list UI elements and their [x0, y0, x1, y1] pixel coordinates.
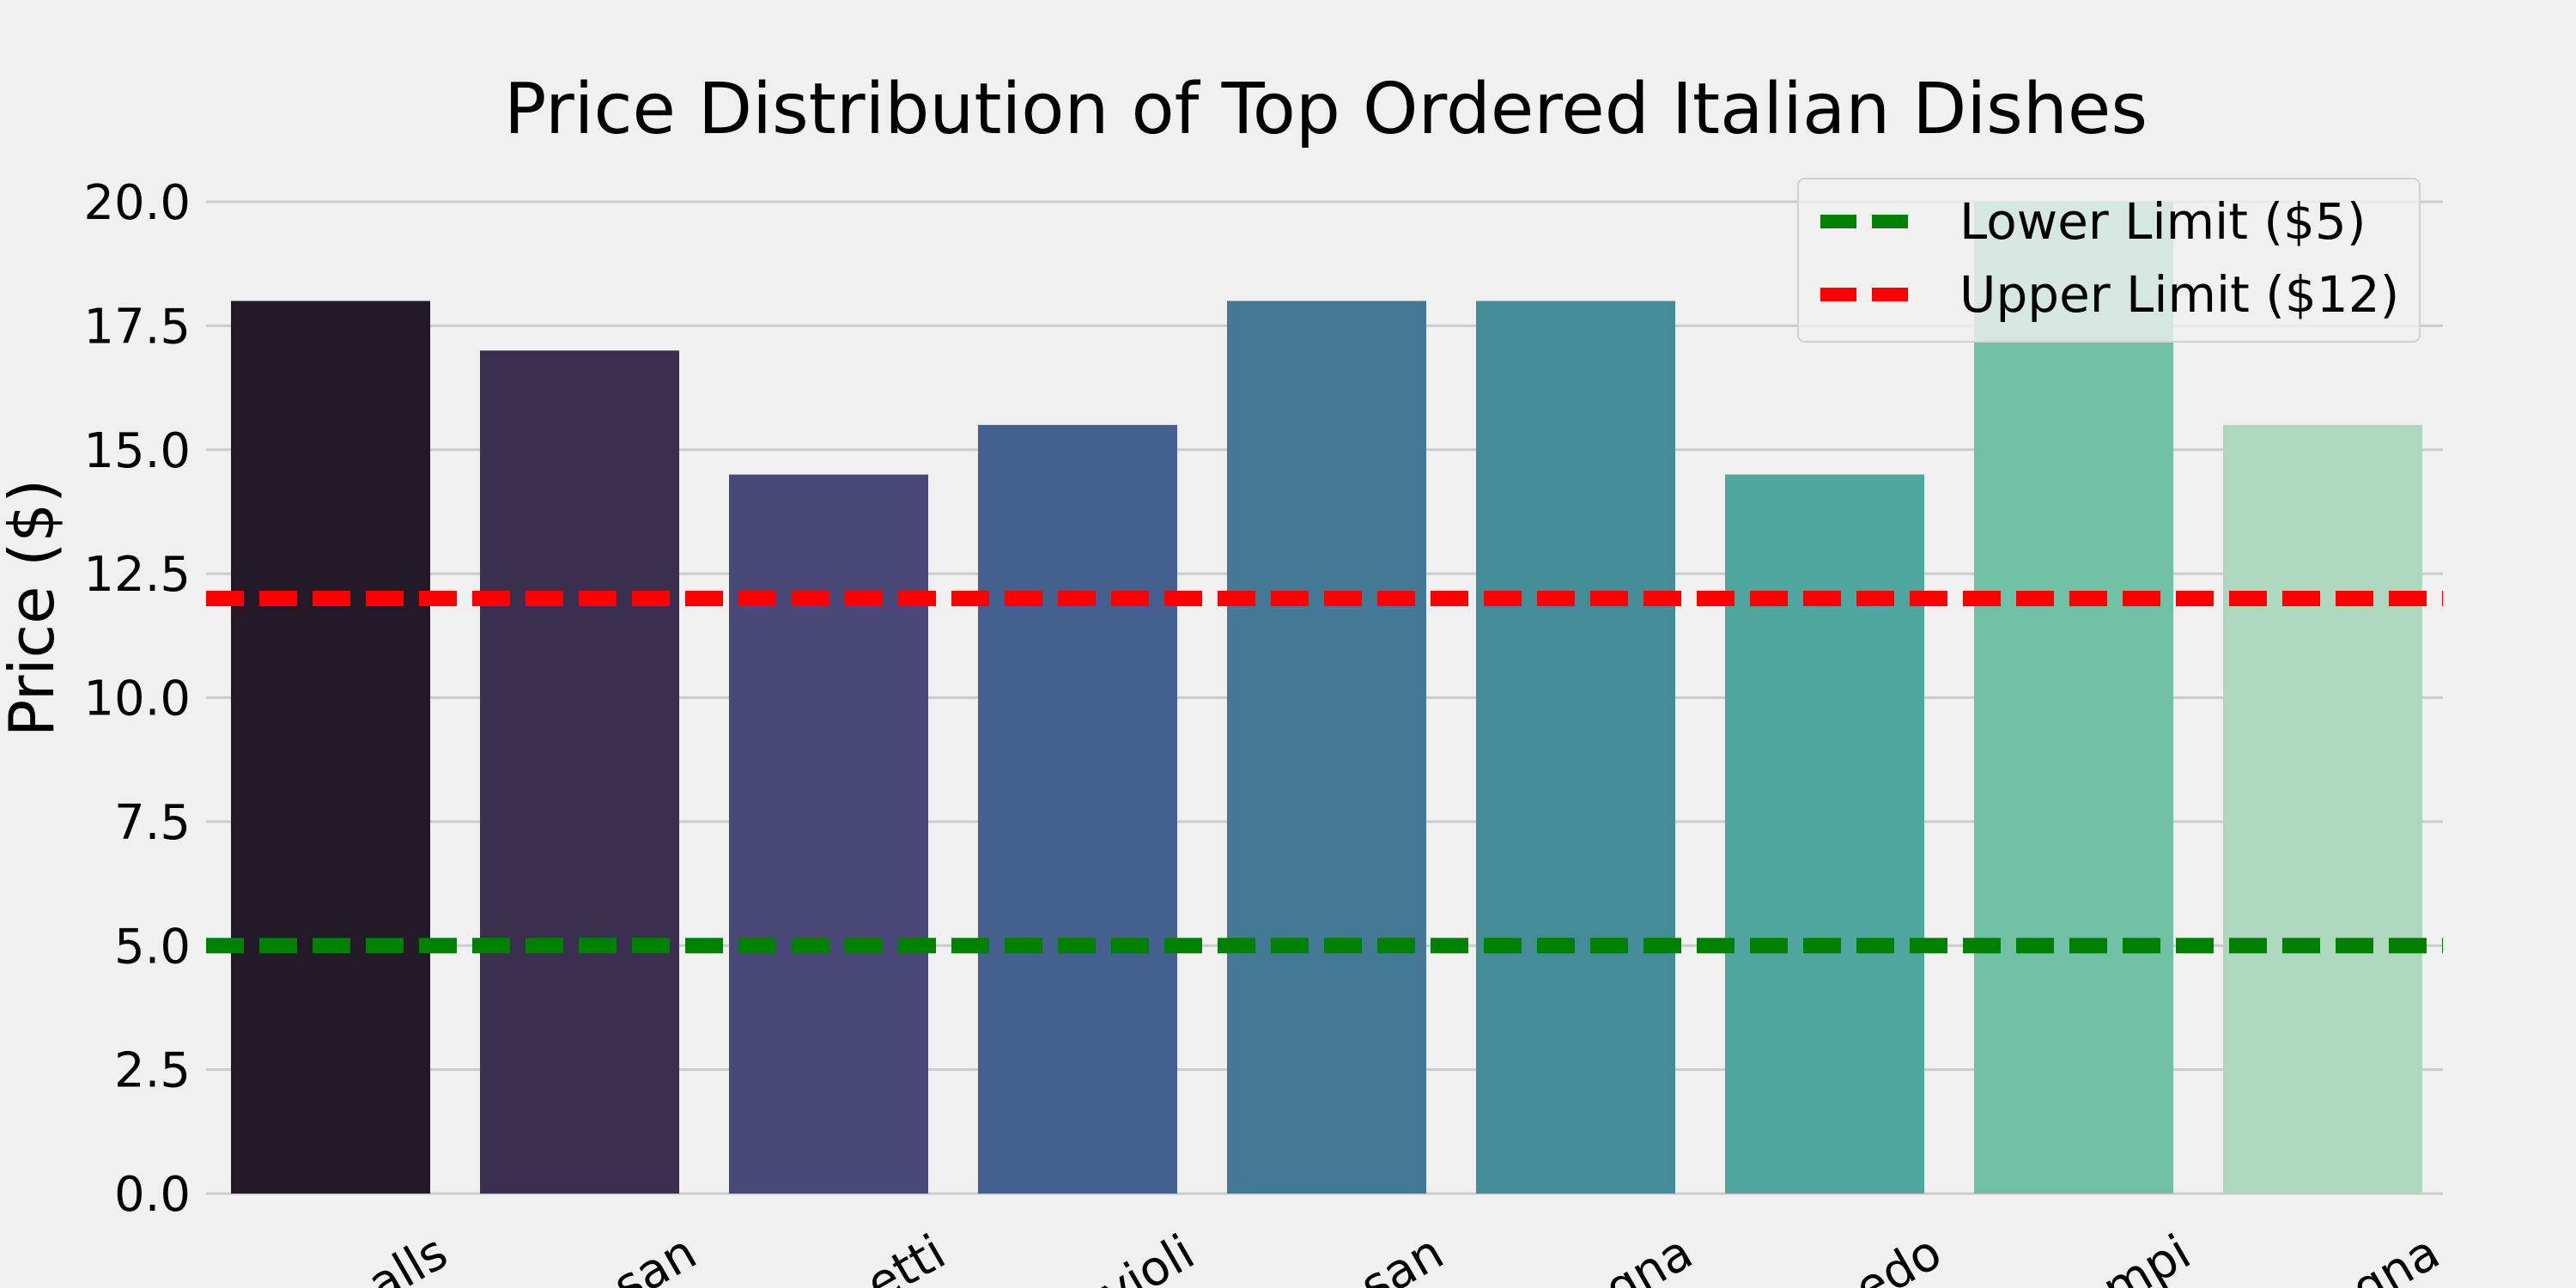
bar-2 — [729, 474, 928, 1194]
bar-6 — [1725, 474, 1924, 1194]
y-tick-label: 17.5 — [83, 299, 191, 355]
y-tick-label: 5.0 — [114, 919, 191, 975]
legend: Lower Limit ($5) Upper Limit ($12) — [1797, 178, 2421, 343]
y-tick-label: 15.0 — [83, 423, 191, 479]
legend-label-lower: Lower Limit ($5) — [1959, 192, 2366, 251]
bar-8 — [2223, 424, 2422, 1194]
bar-3 — [978, 424, 1177, 1194]
y-tick-label: 2.5 — [114, 1043, 191, 1099]
bar-0 — [231, 301, 430, 1194]
y-axis-label: Price ($) — [0, 479, 68, 738]
legend-box — [1797, 178, 2421, 343]
reference-lines — [206, 591, 2443, 954]
legend-label-upper: Upper Limit ($12) — [1959, 265, 2399, 324]
y-tick-labels: 0.0 2.5 5.0 7.5 10.0 12.5 15.0 17.5 20.0 — [83, 175, 191, 1223]
y-tick-label: 20.0 — [83, 175, 191, 231]
y-tick-label: 0.0 — [114, 1167, 191, 1223]
y-tick-label: 10.0 — [83, 671, 191, 727]
y-tick-label: 7.5 — [114, 795, 191, 851]
bar-4 — [1227, 301, 1426, 1194]
y-tick-label: 12.5 — [83, 547, 191, 603]
bar-5 — [1476, 301, 1675, 1194]
chart-title: Price Distribution of Top Ordered Italia… — [504, 69, 2148, 150]
bars — [231, 202, 2422, 1194]
bar-1 — [480, 350, 679, 1194]
bar-7 — [1974, 202, 2173, 1194]
